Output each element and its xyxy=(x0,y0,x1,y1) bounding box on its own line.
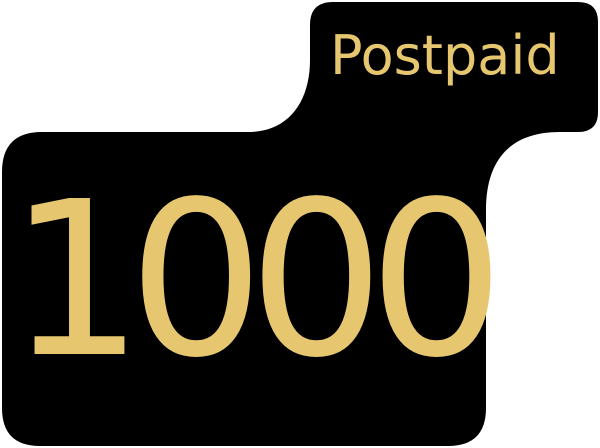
plan-type-label: Postpaid xyxy=(330,24,560,87)
amount-value: 1000 xyxy=(8,156,505,405)
